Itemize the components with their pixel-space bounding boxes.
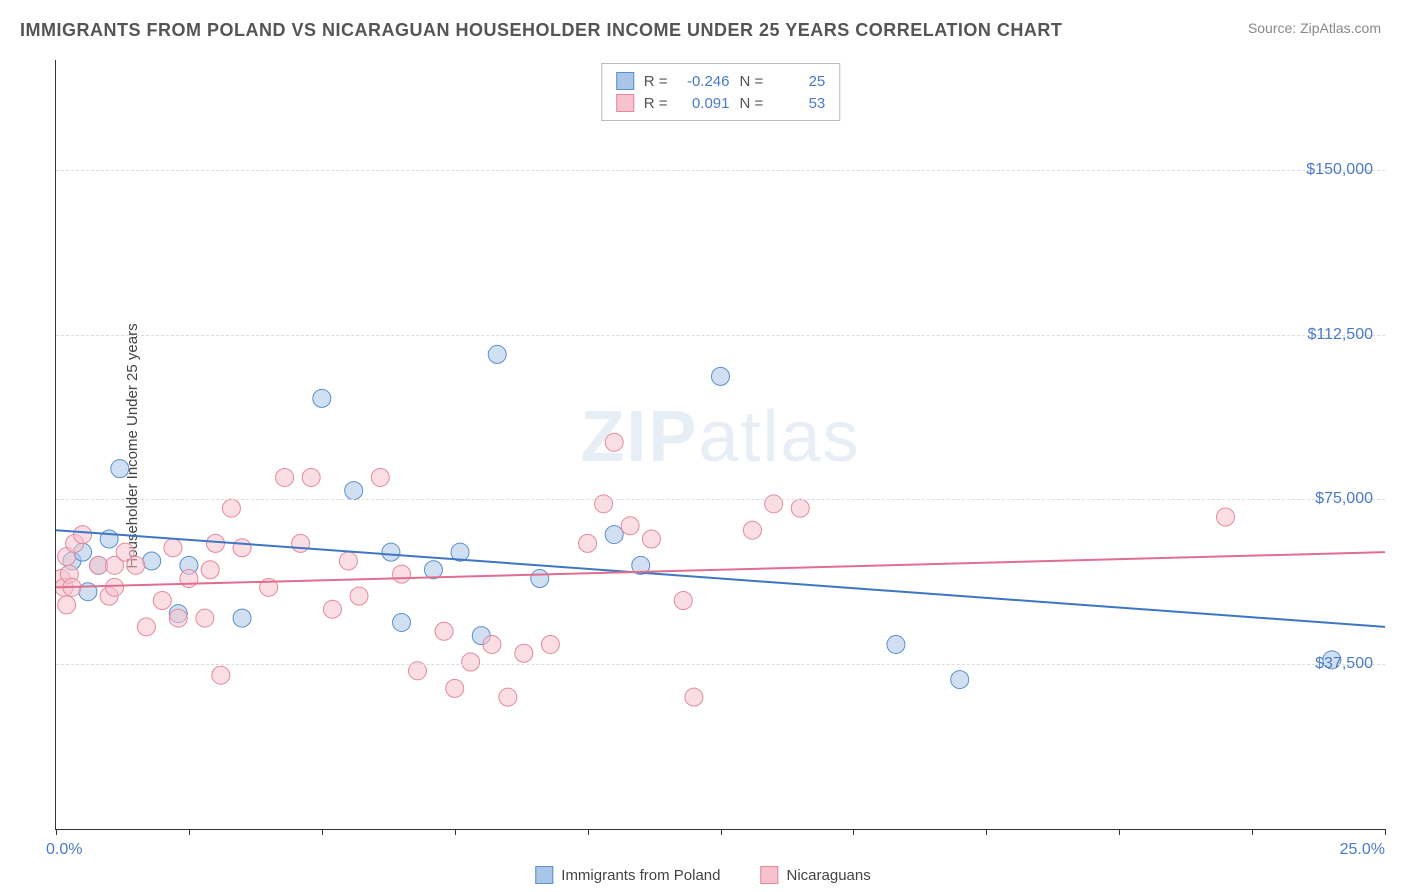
- scatter-point: [137, 618, 155, 636]
- scatter-point: [233, 539, 251, 557]
- scatter-point: [887, 635, 905, 653]
- x-tick-mark: [322, 829, 323, 835]
- scatter-point: [595, 495, 613, 513]
- scatter-point: [446, 679, 464, 697]
- scatter-point: [74, 526, 92, 544]
- scatter-point: [605, 526, 623, 544]
- legend-row-1: R = -0.246 N = 25: [616, 70, 826, 92]
- swatch-series-2-bottom: [761, 866, 779, 884]
- r-value-2: 0.091: [678, 95, 730, 112]
- scatter-point: [90, 556, 108, 574]
- scatter-point: [424, 561, 442, 579]
- scatter-point: [127, 556, 145, 574]
- legend-item-1: Immigrants from Poland: [535, 866, 720, 884]
- scatter-point: [642, 530, 660, 548]
- scatter-point: [201, 561, 219, 579]
- scatter-point: [143, 552, 161, 570]
- scatter-point: [621, 517, 639, 535]
- y-tick-label: $37,500: [1315, 655, 1373, 673]
- scatter-point: [206, 534, 224, 552]
- plot-area: ZIPatlas R = -0.246 N = 25 R = 0.091 N =…: [55, 60, 1385, 830]
- gridline: [56, 170, 1385, 171]
- n-value-1: 25: [773, 73, 825, 90]
- gridline: [56, 335, 1385, 336]
- x-tick-mark: [189, 829, 190, 835]
- scatter-point: [276, 468, 294, 486]
- x-tick-mark: [1119, 829, 1120, 835]
- x-tick-mark: [721, 829, 722, 835]
- scatter-point: [515, 644, 533, 662]
- scatter-point: [323, 600, 341, 618]
- x-tick-mark: [455, 829, 456, 835]
- scatter-point: [58, 596, 76, 614]
- r-value-1: -0.246: [678, 73, 730, 90]
- scatter-point: [579, 534, 597, 552]
- scatter-point: [105, 578, 123, 596]
- chart-title: IMMIGRANTS FROM POLAND VS NICARAGUAN HOU…: [20, 20, 1062, 41]
- trend-line: [56, 530, 1385, 627]
- scatter-point: [765, 495, 783, 513]
- scatter-point: [791, 499, 809, 517]
- scatter-point: [169, 609, 187, 627]
- scatter-point: [499, 688, 517, 706]
- scatter-point: [712, 367, 730, 385]
- n-value-2: 53: [773, 95, 825, 112]
- scatter-point: [345, 482, 363, 500]
- scatter-point: [483, 635, 501, 653]
- scatter-point: [541, 635, 559, 653]
- scatter-point: [196, 609, 214, 627]
- scatter-point: [1217, 508, 1235, 526]
- x-tick-mark: [1385, 829, 1386, 835]
- x-tick-min: 0.0%: [46, 841, 82, 859]
- scatter-point: [111, 460, 129, 478]
- scatter-point: [393, 565, 411, 583]
- x-tick-mark: [1252, 829, 1253, 835]
- scatter-point: [462, 653, 480, 671]
- y-tick-label: $112,500: [1307, 326, 1373, 344]
- y-tick-label: $75,000: [1315, 490, 1373, 508]
- scatter-point: [685, 688, 703, 706]
- legend-item-2: Nicaraguans: [761, 866, 871, 884]
- series-legend: Immigrants from Poland Nicaraguans: [535, 866, 870, 884]
- x-tick-mark: [853, 829, 854, 835]
- scatter-point: [674, 591, 692, 609]
- gridline: [56, 664, 1385, 665]
- x-tick-mark: [588, 829, 589, 835]
- scatter-point: [339, 552, 357, 570]
- trend-line: [56, 552, 1385, 587]
- scatter-point: [743, 521, 761, 539]
- scatter-point: [153, 591, 171, 609]
- scatter-point: [164, 539, 182, 557]
- legend-row-2: R = 0.091 N = 53: [616, 92, 826, 114]
- y-tick-label: $150,000: [1306, 161, 1373, 179]
- gridline: [56, 499, 1385, 500]
- correlation-legend: R = -0.246 N = 25 R = 0.091 N = 53: [601, 63, 841, 121]
- series-2-label: Nicaraguans: [787, 867, 871, 884]
- scatter-point: [371, 468, 389, 486]
- scatter-point: [531, 570, 549, 588]
- scatter-point: [951, 671, 969, 689]
- source-label: Source: ZipAtlas.com: [1248, 20, 1381, 36]
- scatter-point: [605, 433, 623, 451]
- series-1-label: Immigrants from Poland: [561, 867, 720, 884]
- x-tick-mark: [56, 829, 57, 835]
- swatch-series-1-bottom: [535, 866, 553, 884]
- scatter-point: [435, 622, 453, 640]
- scatter-point: [233, 609, 251, 627]
- scatter-svg: [56, 60, 1385, 829]
- scatter-point: [393, 613, 411, 631]
- swatch-series-1: [616, 72, 634, 90]
- scatter-point: [222, 499, 240, 517]
- scatter-point: [382, 543, 400, 561]
- scatter-point: [488, 345, 506, 363]
- x-tick-mark: [986, 829, 987, 835]
- chart-container: IMMIGRANTS FROM POLAND VS NICARAGUAN HOU…: [0, 0, 1406, 892]
- scatter-point: [292, 534, 310, 552]
- swatch-series-2: [616, 94, 634, 112]
- scatter-point: [212, 666, 230, 684]
- scatter-point: [313, 389, 331, 407]
- x-tick-max: 25.0%: [1340, 841, 1385, 859]
- scatter-point: [350, 587, 368, 605]
- scatter-point: [302, 468, 320, 486]
